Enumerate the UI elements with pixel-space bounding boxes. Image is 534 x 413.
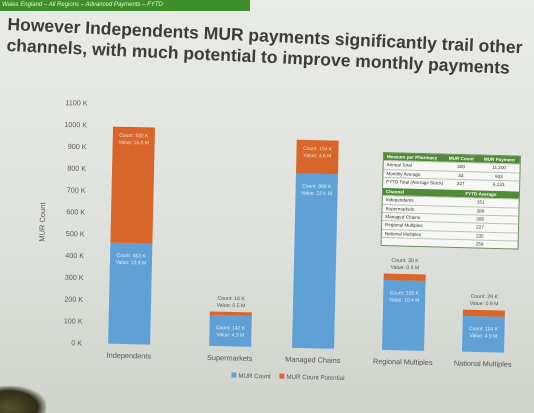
data-label-value: Value: 16.0 M bbox=[118, 140, 149, 147]
table-header-cell: Measure per Pharmacy bbox=[386, 154, 438, 161]
x-category-label: Independents bbox=[107, 351, 152, 361]
data-label-value: Value: 0.5 M bbox=[217, 303, 246, 310]
table-cell: Annual Total bbox=[386, 162, 412, 169]
bar-mur-count bbox=[382, 280, 426, 351]
bar-series bbox=[108, 126, 505, 353]
data-label-count: Count: 463 K bbox=[116, 253, 146, 260]
bar-mur-count bbox=[108, 242, 153, 345]
y-axis: 0 K 100 K 200 K 300 K 400 K 500 K 600 K 700 K 80… bbox=[37, 98, 88, 347]
data-label-count: Count: 16 K bbox=[217, 296, 245, 303]
breadcrumb: Wales England – All Regions – Advanced P… bbox=[2, 2, 163, 8]
bar-mur-count-potential bbox=[110, 126, 156, 244]
data-label-count: Count: 532 K bbox=[119, 133, 149, 140]
legend-swatch-mur-count bbox=[231, 372, 237, 378]
y-tick-label: 1000 K bbox=[64, 120, 87, 130]
data-label-count: Count: 800 K bbox=[302, 183, 332, 190]
table-cell: 259 bbox=[475, 241, 484, 247]
data-label-value: Value: 4.6 M bbox=[303, 153, 331, 160]
data-label-value: Value: 0.9 M bbox=[470, 301, 499, 308]
chart-legend: MUR Count MUR Count Potential bbox=[231, 372, 345, 382]
legend-label-mur-count-potential: MUR Count Potential bbox=[286, 374, 344, 382]
bar-mur-count bbox=[292, 173, 338, 349]
y-tick-label: 500 K bbox=[66, 229, 85, 238]
bar-mur-count-potential bbox=[383, 273, 426, 282]
table-cell: 11,200 bbox=[492, 165, 507, 171]
data-label-count: Count: 154 K bbox=[303, 146, 333, 153]
data-label-count: Count: 29 K bbox=[470, 294, 498, 301]
x-category-label: National Multiples bbox=[454, 358, 512, 368]
table-cell: FYTD Total (Average Stock) bbox=[386, 178, 444, 186]
y-tick-label: 900 K bbox=[68, 142, 87, 151]
data-label-value: Value: 22 K M bbox=[301, 190, 332, 197]
table-cell: Monthly Average bbox=[386, 170, 421, 177]
table-cell: Supermarkets bbox=[385, 205, 415, 212]
data-label-count: Count: 164 K bbox=[469, 326, 499, 333]
data-label-count: Count: 142 K bbox=[216, 325, 246, 332]
x-category-label: Supermarkets bbox=[207, 353, 253, 363]
bar-mur-count-potential bbox=[209, 311, 252, 316]
table-cell: Independents bbox=[385, 197, 414, 204]
y-axis-label: MUR Count bbox=[37, 202, 47, 242]
bar-mur-count-potential bbox=[296, 139, 339, 175]
bar-mur-count-potential bbox=[462, 309, 505, 317]
foreground-plant bbox=[0, 386, 46, 413]
table-header-cell: MUR Count bbox=[448, 155, 474, 162]
table-cell: Regional Multiples bbox=[385, 222, 423, 229]
data-label-count: Count: 30 K bbox=[391, 258, 419, 265]
y-tick-label: 100 K bbox=[64, 316, 83, 325]
legend-swatch-mur-count-potential bbox=[279, 373, 285, 379]
table-cell: 6,133 bbox=[492, 181, 505, 188]
data-label-value: Value: 4.3 M bbox=[216, 332, 244, 339]
y-tick-label: 800 K bbox=[67, 164, 86, 173]
x-axis-categories: Independents Supermarkets Managed Chains Re… bbox=[107, 351, 512, 369]
y-tick-label: 600 K bbox=[66, 207, 85, 216]
header-ribbon: Wales England – All Regions – Advanced P… bbox=[0, 0, 250, 11]
y-tick-label: 1100 K bbox=[65, 98, 88, 108]
data-label-value: Value: 0.9 M bbox=[390, 265, 419, 272]
y-tick-label: 0 K bbox=[71, 338, 82, 347]
bar-mur-count bbox=[462, 315, 505, 353]
data-label-value: Value: 4.9 M bbox=[469, 333, 497, 340]
table-cell: Managed Chains bbox=[385, 214, 421, 221]
table-header-cell: MUR Payment bbox=[483, 156, 515, 163]
y-tick-label: 200 K bbox=[64, 295, 83, 304]
table-cell: 400 bbox=[457, 164, 466, 170]
legend-label-mur-count: MUR Count bbox=[238, 373, 271, 381]
table-cell: 227 bbox=[456, 180, 465, 187]
table-cell: 33 bbox=[458, 172, 464, 178]
table-cell bbox=[382, 238, 442, 247]
data-label-value: Value: 10.4 M bbox=[389, 297, 420, 304]
table-cell: 933 bbox=[495, 173, 503, 179]
x-category-label: Regional Multiples bbox=[373, 357, 433, 367]
summary-table: Measure per Pharmacy MUR Count MUR Payme… bbox=[380, 152, 521, 250]
data-label-value: Value: 13.9 M bbox=[116, 260, 147, 267]
x-category-label: Managed Chains bbox=[285, 355, 341, 365]
y-tick-label: 300 K bbox=[65, 273, 84, 282]
y-tick-label: 700 K bbox=[67, 185, 86, 194]
data-label-count: Count: 320 K bbox=[390, 290, 420, 297]
y-tick-label: 400 K bbox=[65, 251, 84, 260]
bar-mur-count bbox=[209, 314, 252, 347]
